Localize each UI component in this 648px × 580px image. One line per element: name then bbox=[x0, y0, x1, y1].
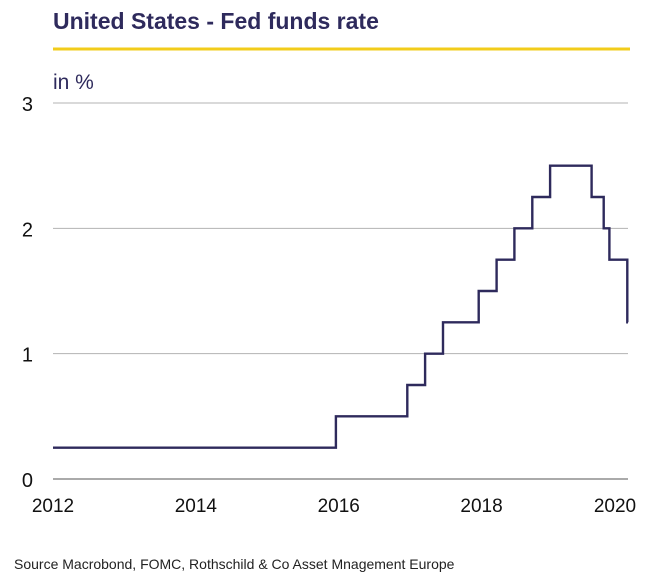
grid-layer bbox=[53, 102, 628, 480]
y-tick-label: 0 bbox=[22, 470, 33, 492]
unit-label: in % bbox=[53, 71, 94, 94]
chart-source: Source Macrobond, FOMC, Rothschild & Co … bbox=[14, 556, 455, 572]
x-tick-label: 2020 bbox=[594, 496, 636, 517]
y-tick-label: 2 bbox=[22, 219, 33, 241]
x-axis-ticks: 2012 2014 2016 2018 2020 bbox=[32, 496, 636, 517]
fed-funds-rate-line bbox=[53, 164, 629, 449]
chart-title: United States - Fed funds rate bbox=[53, 8, 379, 34]
x-tick-label: 2018 bbox=[460, 496, 502, 517]
x-tick-label: 2012 bbox=[32, 496, 74, 517]
x-tick-label: 2016 bbox=[318, 496, 360, 517]
x-tick-label: 2014 bbox=[175, 496, 218, 517]
y-tick-label: 3 bbox=[22, 94, 33, 116]
y-axis-ticks: 0 1 2 3 bbox=[22, 94, 33, 492]
y-tick-label: 1 bbox=[22, 345, 33, 367]
